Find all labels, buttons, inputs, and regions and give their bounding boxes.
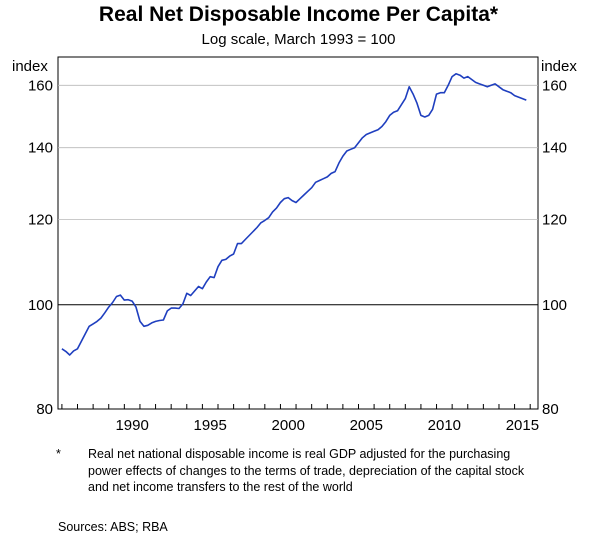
y-tick-label-left: 100 [28,297,53,314]
chart-subtitle: Log scale, March 1993 = 100 [201,31,396,48]
axis-ticks: 80 80 100 100 120 120 140 140 160 160 1990 1995 2000… [28,77,567,434]
y-tick-label-right: 80 [542,401,559,418]
y-tick-label-right: 120 [542,212,567,229]
x-tick-label: 2015 [506,417,539,434]
x-tick-label: 2000 [272,417,305,434]
footnote-text: Real net national disposable income is r… [88,447,525,494]
footnote: * Real net national disposable income is… [56,446,528,496]
y-tick-label-right: 140 [542,140,567,157]
y-axis-label-right: index [541,58,577,75]
series-line [61,73,527,356]
y-tick-label-right: 100 [542,297,567,314]
x-tick-label: 2010 [428,417,461,434]
y-tick-label-left: 120 [28,212,53,229]
y-tick-label-right: 160 [542,77,567,94]
sources: Sources: ABS; RBA [58,520,168,534]
x-tick-label: 2005 [350,417,383,434]
grid-lines [58,84,538,306]
y-axis-label-left: index [12,58,48,75]
x-tick-label: 1995 [194,417,227,434]
y-tick-label-left: 140 [28,140,53,157]
plot-frame [57,56,539,410]
chart-title: Real Net Disposable Income Per Capita* [98,3,499,26]
y-tick-label-left: 80 [36,401,53,418]
y-tick-label-left: 160 [28,77,53,94]
chart: 80 80 100 100 120 120 140 140 160 160 1990 1995 2000… [12,56,577,434]
x-tick-label: 1990 [115,417,148,434]
footnote-marker: * [56,447,61,461]
